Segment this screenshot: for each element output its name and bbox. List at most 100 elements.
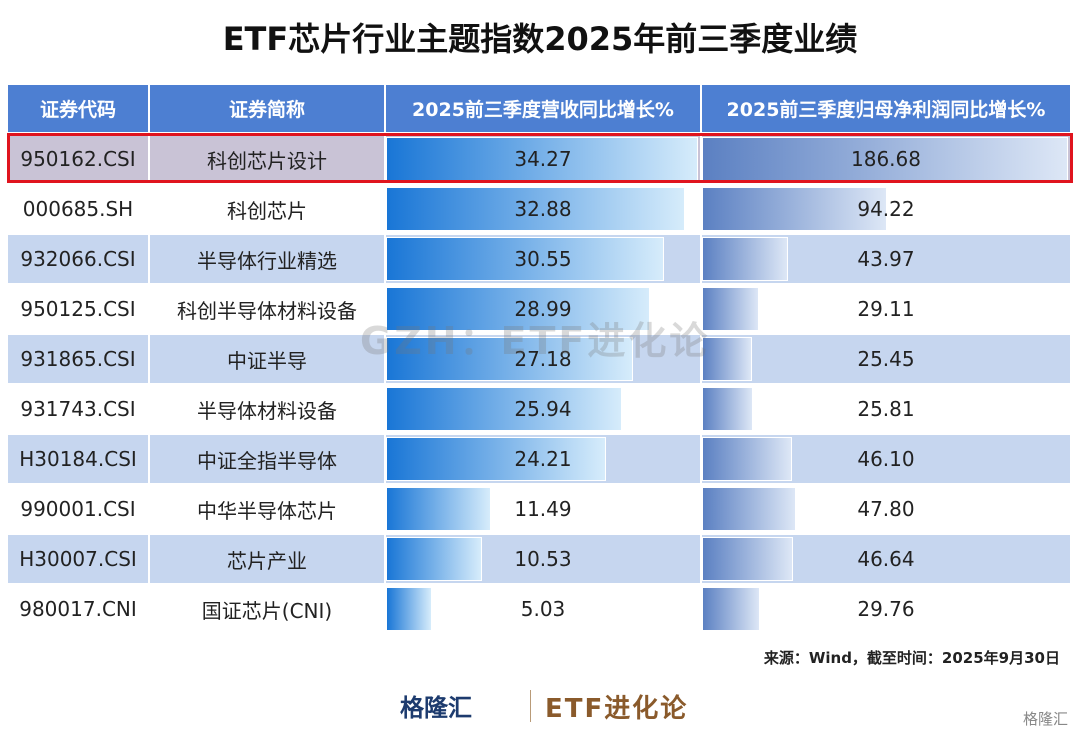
- data-bar: [386, 587, 432, 631]
- value-cell: 25.94: [386, 385, 702, 433]
- text-cell: 932066.CSI: [8, 235, 150, 283]
- cell-text: 990001.CSI: [20, 497, 136, 521]
- text-cell: 931743.CSI: [8, 385, 150, 433]
- data-bar: [702, 387, 753, 431]
- data-bar: [702, 487, 796, 531]
- data-bar: [702, 537, 794, 581]
- value-cell: 24.21: [386, 435, 702, 483]
- text-cell: 990001.CSI: [8, 485, 150, 533]
- cell-text: 43.97: [857, 247, 915, 271]
- text-cell: 950162.CSI: [8, 135, 150, 183]
- cell-text: 半导体行业精选: [197, 248, 337, 273]
- value-cell: 43.97: [702, 235, 1072, 283]
- value-cell: 25.81: [702, 385, 1072, 433]
- cell-text: 931865.CSI: [20, 347, 136, 371]
- header-cell: 2025前三季度营收同比增长%: [386, 85, 702, 132]
- corner-mark: 格隆汇: [1022, 710, 1068, 728]
- text-cell: H30184.CSI: [8, 435, 150, 483]
- cell-text: 中证全指半导体: [197, 448, 337, 473]
- cell-text: H30184.CSI: [19, 447, 137, 471]
- cell-text: 47.80: [857, 497, 915, 521]
- cell-text: 94.22: [857, 197, 915, 221]
- data-bar: [386, 387, 623, 431]
- cell-text: 186.68: [851, 147, 921, 171]
- cell-text: 中华半导体芯片: [197, 498, 337, 523]
- data-bar: [386, 487, 491, 531]
- text-cell: 科创芯片: [150, 185, 386, 233]
- value-cell: 30.55: [386, 235, 702, 283]
- cell-text: 科创芯片: [227, 198, 307, 223]
- header-cell: 证券代码: [8, 85, 150, 132]
- value-cell: 11.49: [386, 485, 702, 533]
- value-cell: 28.99: [386, 285, 702, 333]
- cell-text: 国证芯片(CNI): [201, 598, 333, 623]
- data-bar: [386, 337, 634, 381]
- logo: 格隆汇: [400, 694, 472, 722]
- value-cell: 32.88: [386, 185, 702, 233]
- cell-text: 科创半导体材料设备: [177, 298, 357, 323]
- header-cell: 2025前三季度归母净利润同比增长%: [702, 85, 1072, 132]
- text-cell: 科创半导体材料设备: [150, 285, 386, 333]
- cell-text: 29.11: [857, 297, 915, 321]
- text-cell: 科创芯片设计: [150, 135, 386, 183]
- cell-text: 30.55: [514, 247, 572, 271]
- data-bar: [386, 237, 665, 281]
- value-cell: 46.10: [702, 435, 1072, 483]
- text-cell: 000685.SH: [8, 185, 150, 233]
- header-cell: 证券简称: [150, 85, 386, 132]
- cell-text: 29.76: [857, 597, 915, 621]
- text-cell: 芯片产业: [150, 535, 386, 583]
- cell-text: 科创芯片设计: [207, 148, 327, 173]
- separator: [530, 690, 531, 722]
- value-cell: 94.22: [702, 185, 1072, 233]
- cell-text: 950125.CSI: [20, 297, 136, 321]
- text-cell: 980017.CNI: [8, 585, 150, 633]
- cell-text: 25.81: [857, 397, 915, 421]
- cell-text: 芯片产业: [227, 548, 307, 573]
- source-note: 来源：Wind，截至时间：2025年9月30日: [763, 649, 1060, 667]
- watermark: GZH：ETF进化论: [360, 319, 711, 363]
- highlight-border: [7, 133, 1073, 183]
- cell-text: 11.49: [514, 497, 572, 521]
- text-cell: 中证半导: [150, 335, 386, 383]
- data-bar: [702, 237, 789, 281]
- text-cell: 950125.CSI: [8, 285, 150, 333]
- cell-text: 10.53: [514, 547, 572, 571]
- cell-text: 24.21: [514, 447, 572, 471]
- cell-text: 中证半导: [227, 348, 307, 373]
- data-bar: [386, 437, 607, 481]
- text-cell: 半导体材料设备: [150, 385, 386, 433]
- text-cell: 国证芯片(CNI): [150, 585, 386, 633]
- data-bar: [386, 187, 686, 231]
- data-bar: [702, 287, 760, 331]
- data-bar: [702, 337, 752, 381]
- value-cell: 10.53: [386, 535, 702, 583]
- value-cell: 29.11: [702, 285, 1072, 333]
- data-bar: [702, 587, 761, 631]
- cell-text: 950162.CSI: [20, 147, 136, 171]
- data-bar: [386, 287, 650, 331]
- data-bar: [386, 537, 482, 581]
- cell-text: H30007.CSI: [19, 547, 137, 571]
- cell-text: 932066.CSI: [20, 247, 136, 271]
- value-cell: 47.80: [702, 485, 1072, 533]
- title: ETF芯片行业主题指数2025年前三季度业绩: [222, 20, 858, 58]
- cell-text: 25.94: [514, 397, 572, 421]
- text-cell: 中证全指半导体: [150, 435, 386, 483]
- cell-text: 46.64: [857, 547, 915, 571]
- cell-text: 25.45: [857, 347, 915, 371]
- value-cell: 27.18: [386, 335, 702, 383]
- value-cell: 46.64: [702, 535, 1072, 583]
- cell-text: 32.88: [514, 197, 572, 221]
- cell-text: 980017.CNI: [19, 597, 137, 621]
- cell-text: 34.27: [514, 147, 572, 171]
- cell-text: 27.18: [514, 347, 572, 371]
- text-cell: H30007.CSI: [8, 535, 150, 583]
- brand: ETF进化论: [545, 694, 689, 724]
- text-cell: 半导体行业精选: [150, 235, 386, 283]
- data-bar: [702, 187, 887, 231]
- cell-text: 000685.SH: [22, 197, 134, 221]
- value-cell: 29.76: [702, 585, 1072, 633]
- data-bar: [702, 437, 793, 481]
